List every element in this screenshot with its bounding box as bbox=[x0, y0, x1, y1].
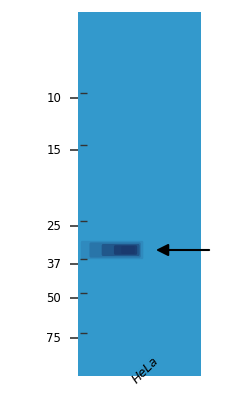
FancyBboxPatch shape bbox=[89, 242, 141, 258]
FancyBboxPatch shape bbox=[81, 241, 143, 259]
Text: 15: 15 bbox=[46, 144, 61, 156]
FancyBboxPatch shape bbox=[114, 245, 137, 255]
Text: HeLa: HeLa bbox=[130, 354, 162, 386]
Text: 25: 25 bbox=[46, 220, 61, 232]
FancyBboxPatch shape bbox=[102, 244, 140, 256]
Text: 37: 37 bbox=[46, 258, 61, 270]
Text: 75: 75 bbox=[46, 332, 61, 344]
FancyBboxPatch shape bbox=[78, 12, 201, 376]
FancyBboxPatch shape bbox=[121, 246, 135, 254]
Text: 50: 50 bbox=[47, 292, 61, 304]
Text: 10: 10 bbox=[46, 92, 61, 104]
